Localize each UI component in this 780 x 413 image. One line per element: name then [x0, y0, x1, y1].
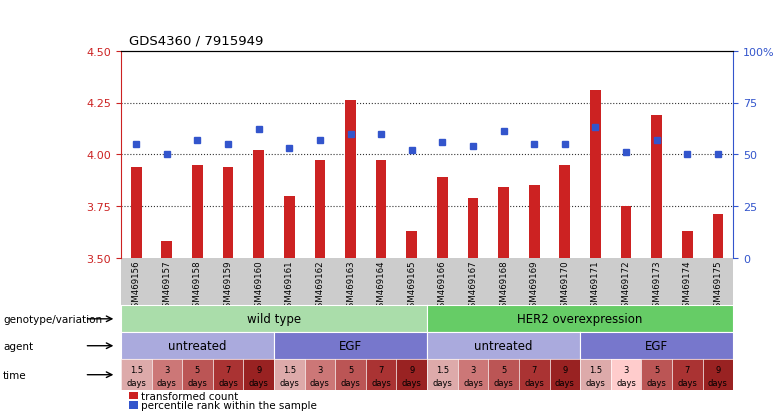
Text: GSM469173: GSM469173: [652, 259, 661, 312]
Bar: [713, 215, 723, 258]
Text: 1.5: 1.5: [129, 365, 143, 374]
Text: genotype/variation: genotype/variation: [3, 314, 102, 324]
Text: GSM469156: GSM469156: [132, 259, 140, 312]
Bar: [498, 188, 509, 258]
Text: days: days: [371, 378, 391, 387]
Text: transformed count: transformed count: [141, 391, 239, 401]
Text: 5: 5: [654, 365, 659, 374]
Text: days: days: [279, 378, 300, 387]
Text: GSM469162: GSM469162: [315, 259, 324, 312]
Text: days: days: [616, 378, 636, 387]
Text: wild type: wild type: [247, 313, 301, 325]
Bar: [254, 151, 264, 258]
Text: GSM469175: GSM469175: [714, 259, 722, 312]
Text: 3: 3: [470, 365, 476, 374]
Text: GSM469164: GSM469164: [377, 259, 385, 312]
Bar: [590, 91, 601, 258]
Text: GSM469161: GSM469161: [285, 259, 294, 312]
Bar: [559, 165, 570, 258]
Bar: [651, 116, 662, 258]
Bar: [682, 231, 693, 258]
Text: GSM469158: GSM469158: [193, 259, 202, 312]
Text: 5: 5: [348, 365, 353, 374]
Text: 9: 9: [715, 365, 721, 374]
Bar: [376, 161, 386, 258]
Bar: [621, 206, 631, 258]
Text: days: days: [218, 378, 238, 387]
Text: GSM469157: GSM469157: [162, 259, 172, 312]
Bar: [223, 167, 233, 258]
Text: days: days: [432, 378, 452, 387]
Text: 3: 3: [623, 365, 629, 374]
Text: days: days: [555, 378, 575, 387]
Text: days: days: [463, 378, 483, 387]
Text: days: days: [310, 378, 330, 387]
Text: EGF: EGF: [645, 339, 668, 352]
Bar: [161, 242, 172, 258]
Text: GSM469165: GSM469165: [407, 259, 417, 312]
Text: 9: 9: [562, 365, 567, 374]
Text: days: days: [708, 378, 728, 387]
Bar: [131, 167, 141, 258]
Text: days: days: [157, 378, 177, 387]
Text: days: days: [524, 378, 544, 387]
Text: 5: 5: [195, 365, 200, 374]
Text: 9: 9: [256, 365, 261, 374]
Bar: [529, 186, 540, 258]
Text: GDS4360 / 7915949: GDS4360 / 7915949: [129, 35, 263, 47]
Text: time: time: [3, 370, 27, 380]
Text: 1.5: 1.5: [436, 365, 449, 374]
Text: GSM469163: GSM469163: [346, 259, 355, 312]
Text: GSM469170: GSM469170: [560, 259, 569, 312]
Bar: [192, 165, 203, 258]
Text: 9: 9: [410, 365, 414, 374]
Text: 5: 5: [501, 365, 506, 374]
Bar: [437, 178, 448, 258]
Bar: [406, 231, 417, 258]
Text: days: days: [494, 378, 513, 387]
Text: GSM469172: GSM469172: [622, 259, 630, 312]
Text: untreated: untreated: [168, 339, 227, 352]
Text: GSM469169: GSM469169: [530, 259, 539, 312]
Bar: [284, 196, 295, 258]
Text: GSM469171: GSM469171: [591, 259, 600, 312]
Text: 1.5: 1.5: [589, 365, 602, 374]
Text: agent: agent: [3, 341, 34, 351]
Text: days: days: [249, 378, 268, 387]
Text: GSM469167: GSM469167: [469, 259, 477, 312]
Text: days: days: [677, 378, 697, 387]
Text: 7: 7: [685, 365, 690, 374]
Text: GSM469160: GSM469160: [254, 259, 263, 312]
Bar: [346, 101, 356, 258]
Text: 3: 3: [164, 365, 169, 374]
Text: days: days: [126, 378, 146, 387]
Text: 7: 7: [531, 365, 537, 374]
Text: 3: 3: [317, 365, 323, 374]
Bar: [314, 161, 325, 258]
Text: GSM469159: GSM469159: [224, 259, 232, 312]
Text: days: days: [187, 378, 207, 387]
Text: 7: 7: [225, 365, 231, 374]
Text: untreated: untreated: [474, 339, 533, 352]
Text: days: days: [402, 378, 422, 387]
Text: days: days: [647, 378, 667, 387]
Text: GSM469174: GSM469174: [682, 259, 692, 312]
Text: HER2 overexpression: HER2 overexpression: [517, 313, 643, 325]
Text: GSM469166: GSM469166: [438, 259, 447, 312]
Text: percentile rank within the sample: percentile rank within the sample: [141, 400, 317, 410]
Text: 1.5: 1.5: [282, 365, 296, 374]
Text: EGF: EGF: [339, 339, 362, 352]
Bar: [468, 198, 478, 258]
Text: days: days: [341, 378, 360, 387]
Text: GSM469168: GSM469168: [499, 259, 508, 312]
Text: days: days: [586, 378, 605, 387]
Text: 7: 7: [378, 365, 384, 374]
